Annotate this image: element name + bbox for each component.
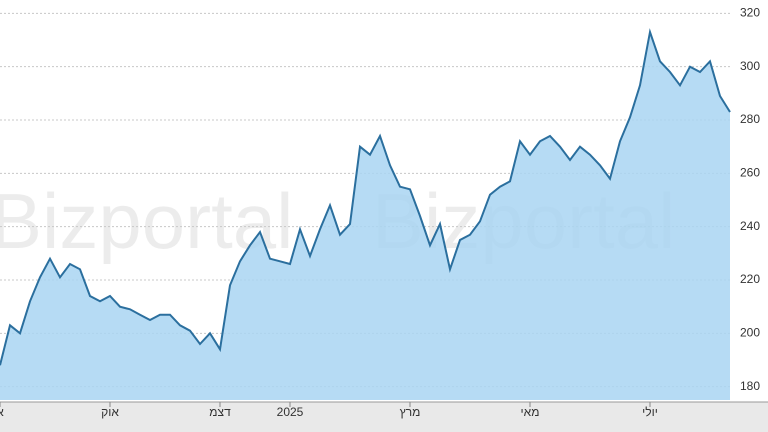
x-tick-label: אוק [101,405,119,419]
y-tick-label: 300 [740,59,760,73]
x-tick-label: יולי [642,405,658,419]
y-tick-label: 180 [740,379,760,393]
y-tick-label: 200 [740,326,760,340]
y-tick-label: 220 [740,272,760,286]
x-tick-label: דצמ [209,405,231,419]
y-tick-label: 260 [740,166,760,180]
x-tick-label: מרץ [400,405,421,419]
area [0,32,730,400]
x-tick-label: 2025 [277,405,304,419]
x-axis-band [0,402,768,432]
x-tick-label: א [0,405,4,419]
y-tick-label: 280 [740,112,760,126]
x-tick-label: מאי [521,405,540,419]
line [0,28,731,366]
watermark: Bizportal [0,177,293,265]
y-tick-label: 240 [740,219,760,233]
y-tick-label: 320 [740,6,760,20]
